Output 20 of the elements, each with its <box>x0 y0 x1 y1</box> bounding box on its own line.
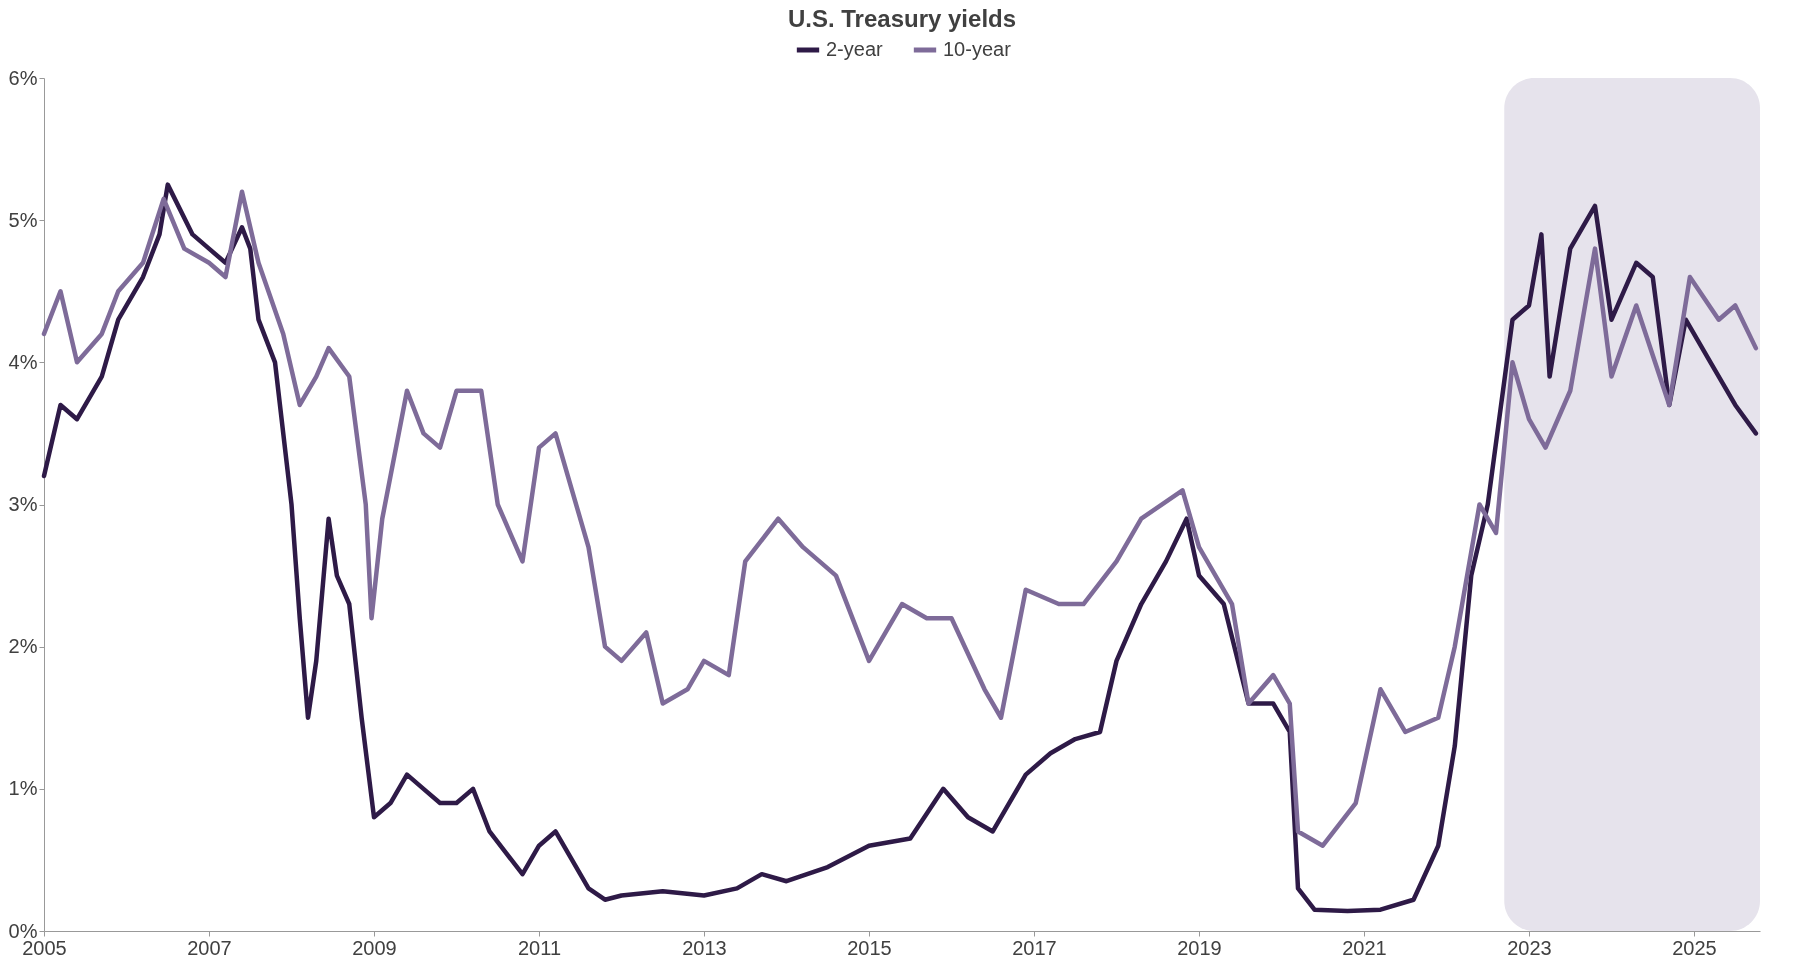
x-tick-label: 2007 <box>187 936 232 959</box>
x-tick-label: 2013 <box>682 936 727 959</box>
x-tick-label: 2017 <box>1012 936 1057 959</box>
y-tick-label: 6% <box>8 66 38 89</box>
x-tick-label: 2023 <box>1507 936 1552 959</box>
x-tick-label: 2009 <box>352 936 397 959</box>
legend-label: 2-year <box>826 38 884 60</box>
y-tick-label: 2% <box>8 635 38 658</box>
y-tick-label: 1% <box>8 777 38 800</box>
y-tick-label: 3% <box>8 493 38 515</box>
x-tick-label: 2015 <box>847 936 892 959</box>
chart-title: U.S. Treasury yields <box>787 5 1017 32</box>
x-tick-label: 2025 <box>1672 936 1717 959</box>
x-tick-label: 2011 <box>517 936 562 959</box>
y-tick-label: 5% <box>8 208 38 231</box>
legend-label: 10-year <box>943 38 1012 60</box>
y-tick-label: 4% <box>8 350 38 373</box>
x-tick-label: 2019 <box>1177 936 1222 959</box>
x-tick-label: 2021 <box>1342 936 1387 959</box>
y-tick-label: 0% <box>8 919 38 942</box>
